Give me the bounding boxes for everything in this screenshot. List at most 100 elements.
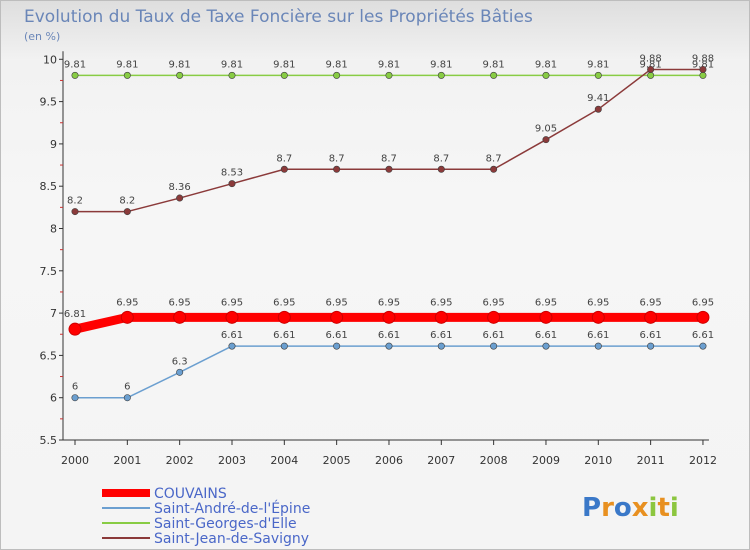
data-label: 6.95 [535, 297, 557, 308]
data-point [539, 310, 553, 324]
data-point [277, 310, 291, 324]
brand-letter: t [657, 493, 669, 523]
data-label: 6.3 [172, 356, 188, 367]
x-tick-label: 2000 [61, 454, 89, 467]
data-point [490, 165, 498, 173]
y-axis-unit: (en %) [24, 30, 60, 43]
x-tick-label: 2003 [218, 454, 246, 467]
x-tick-label: 2011 [637, 454, 665, 467]
x-tick-label: 2001 [113, 454, 141, 467]
data-label: 6.95 [273, 297, 295, 308]
data-point [490, 71, 498, 79]
data-point [490, 342, 498, 350]
data-label: 9.81 [116, 59, 138, 70]
data-label: 6.95 [587, 297, 609, 308]
y-tick-label: 10 [43, 53, 57, 66]
brand-letter: x [632, 493, 649, 523]
y-tick-label: 9 [50, 138, 57, 151]
x-tick-label: 2010 [584, 454, 612, 467]
data-point [123, 394, 131, 402]
x-tick-label: 2004 [270, 454, 298, 467]
data-point [280, 165, 288, 173]
data-point [382, 310, 396, 324]
brand-logo: Proxiti [582, 493, 679, 523]
y-tick-label: 6 [50, 392, 57, 405]
data-point [647, 71, 655, 79]
series-2: 9.81 9.81 9.81 9.81 9.81 9.81 9.81 9.81 9.81 9.81… [64, 59, 714, 79]
data-point [228, 71, 236, 79]
chart-title: Evolution du Taux de Taxe Foncière sur l… [24, 7, 533, 27]
data-point [434, 310, 448, 324]
data-point [228, 180, 236, 188]
data-label: 9.05 [535, 124, 557, 135]
data-point [173, 310, 187, 324]
data-label: 6.61 [326, 330, 348, 341]
data-point [594, 71, 602, 79]
data-label: 6 [72, 382, 78, 393]
data-label: 9.41 [587, 93, 609, 104]
x-tick-label: 2007 [427, 454, 455, 467]
data-label: 8.36 [169, 182, 191, 193]
y-tick-label: 8.5 [40, 180, 58, 193]
data-point [487, 310, 501, 324]
legend-label: Saint-André-de-l'Épine [154, 500, 310, 517]
data-label: 8.2 [67, 196, 83, 207]
data-label: 6.61 [273, 330, 295, 341]
data-point [123, 208, 131, 216]
data-label: 6.95 [692, 297, 714, 308]
data-label: 9.81 [64, 59, 86, 70]
data-point [437, 71, 445, 79]
data-point [120, 310, 134, 324]
data-label: 6.95 [378, 297, 400, 308]
data-label: 8.53 [221, 168, 243, 179]
data-label: 6.61 [378, 330, 400, 341]
data-label: 9.81 [587, 59, 609, 70]
legend-label: Saint-Jean-de-Savigny [154, 531, 309, 547]
data-label: 8.7 [276, 153, 292, 164]
data-point [280, 342, 288, 350]
data-point [385, 71, 393, 79]
series-0: 6.81 6.95 6.95 6.95 6.95 6.95 6.95 6.95 6.95 6.95… [64, 297, 714, 336]
data-point [644, 310, 658, 324]
y-tick-label: 7 [50, 307, 57, 320]
data-point [699, 71, 707, 79]
series-3: 8.2 8.2 8.36 8.53 8.7 8.7 8.7 8.7 8.7 9.05 9.41 9.8… [67, 53, 714, 216]
data-label: 6.95 [639, 297, 661, 308]
brand-letter: i [649, 493, 658, 523]
data-label: 9.81 [483, 59, 505, 70]
data-label: 9.81 [221, 59, 243, 70]
data-label: 6.95 [221, 297, 243, 308]
data-label: 9.88 [692, 53, 714, 64]
data-label: 9.81 [326, 59, 348, 70]
data-point [542, 71, 550, 79]
data-point [542, 136, 550, 144]
data-label: 6.61 [692, 330, 714, 341]
data-point [594, 342, 602, 350]
data-label: 8.2 [119, 196, 135, 207]
brand-letter: o [614, 493, 632, 523]
data-label: 6.95 [116, 297, 138, 308]
data-label: 8.7 [381, 153, 397, 164]
data-point [591, 310, 605, 324]
data-point [594, 105, 602, 113]
data-point [333, 342, 341, 350]
data-point [696, 310, 710, 324]
data-point [71, 394, 79, 402]
data-label: 6.61 [535, 330, 557, 341]
series-layer: 6 6 6.3 6.61 6.61 6.61 6.61 6.61 6.61 6.61 6.61 6.6… [64, 53, 714, 402]
legend-label: Saint-Georges-d'Elle [154, 516, 297, 532]
data-point [333, 71, 341, 79]
data-label: 6.61 [587, 330, 609, 341]
data-point [68, 322, 82, 336]
data-point [647, 342, 655, 350]
x-tick-label: 2009 [532, 454, 560, 467]
data-label: 9.81 [169, 59, 191, 70]
x-tick-label: 2012 [689, 454, 717, 467]
data-label: 9.81 [692, 59, 714, 70]
series-1: 6 6 6.3 6.61 6.61 6.61 6.61 6.61 6.61 6.61 6.61 6.6… [71, 330, 714, 402]
data-point [437, 342, 445, 350]
series-line [74, 345, 704, 399]
data-point [225, 310, 239, 324]
